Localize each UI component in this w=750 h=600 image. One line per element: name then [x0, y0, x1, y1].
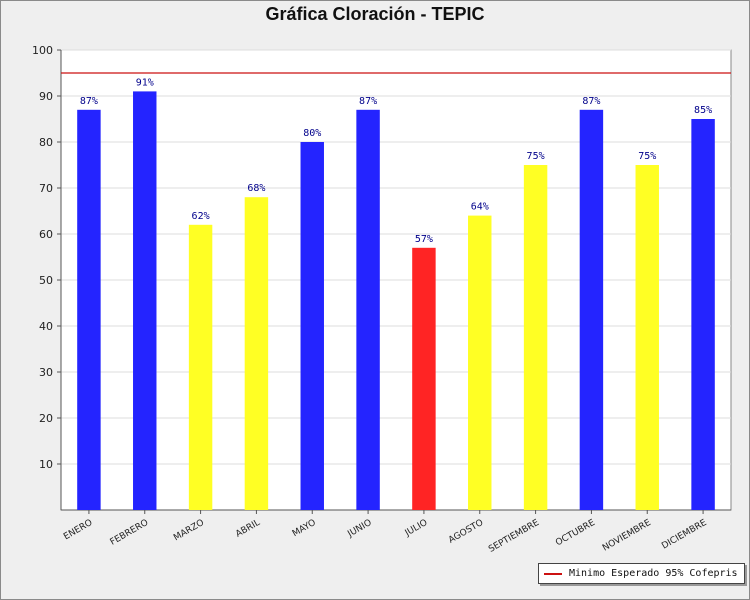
data-label: 87%	[80, 96, 98, 107]
bar-junio	[356, 109, 380, 511]
data-label: 87%	[359, 96, 377, 107]
x-tick-label: DICIEMBRE	[660, 518, 709, 552]
x-tick-label: JULIO	[403, 518, 430, 539]
data-label: 64%	[471, 202, 489, 213]
data-label: 57%	[415, 234, 433, 245]
y-tick-label: 40	[39, 320, 53, 333]
legend: Minimo Esperado 95% Cofepris	[538, 563, 745, 584]
bar-septiembre	[523, 165, 548, 510]
data-label: 62%	[192, 211, 210, 222]
data-label: 87%	[582, 96, 600, 107]
bar-diciembre	[691, 119, 715, 510]
bar-noviembre	[635, 165, 659, 510]
y-tick-label: 90	[39, 90, 53, 103]
bar-agosto	[468, 215, 492, 510]
data-label: 91%	[136, 77, 154, 88]
bar-octubre	[579, 109, 604, 511]
data-label: 75%	[527, 151, 545, 162]
data-label: 85%	[694, 105, 712, 116]
y-tick-label: 30	[39, 366, 53, 379]
y-tick-label: 20	[39, 412, 53, 425]
bar-mayo	[300, 142, 324, 510]
chart-title: Gráfica Cloración - TEPIC	[265, 4, 485, 24]
x-tick-label: NOVIEMBRE	[601, 518, 653, 554]
data-label: 80%	[303, 128, 321, 139]
y-tick-label: 70	[39, 182, 53, 195]
x-tick-label: FEBRERO	[109, 518, 151, 548]
bar-marzo	[188, 224, 213, 511]
legend-threshold-label: Minimo Esperado 95% Cofepris	[569, 568, 738, 579]
x-tick-label: ABRIL	[234, 518, 262, 540]
bar-enero	[77, 109, 101, 511]
data-label: 68%	[247, 183, 265, 194]
bar-febrero	[133, 91, 157, 511]
y-tick-label: 50	[39, 274, 53, 287]
bar-abril	[244, 197, 269, 510]
y-tick-label: 60	[39, 228, 53, 241]
y-tick-label: 100	[32, 44, 53, 57]
x-tick-label: AGOSTO	[447, 518, 485, 546]
x-tick-label: JUNIO	[345, 518, 373, 540]
legend-threshold-swatch	[544, 572, 562, 575]
x-tick-label: SEPTIEMBRE	[487, 518, 541, 555]
x-tick-label: OCTUBRE	[554, 518, 597, 549]
x-tick-label: ENERO	[62, 518, 94, 542]
y-tick-label: 80	[39, 136, 53, 149]
x-tick-label: MAYO	[291, 518, 318, 539]
bar-julio	[412, 247, 436, 511]
x-tick-label: MARZO	[172, 518, 206, 543]
data-label: 75%	[638, 151, 656, 162]
y-tick-label: 10	[39, 458, 53, 471]
